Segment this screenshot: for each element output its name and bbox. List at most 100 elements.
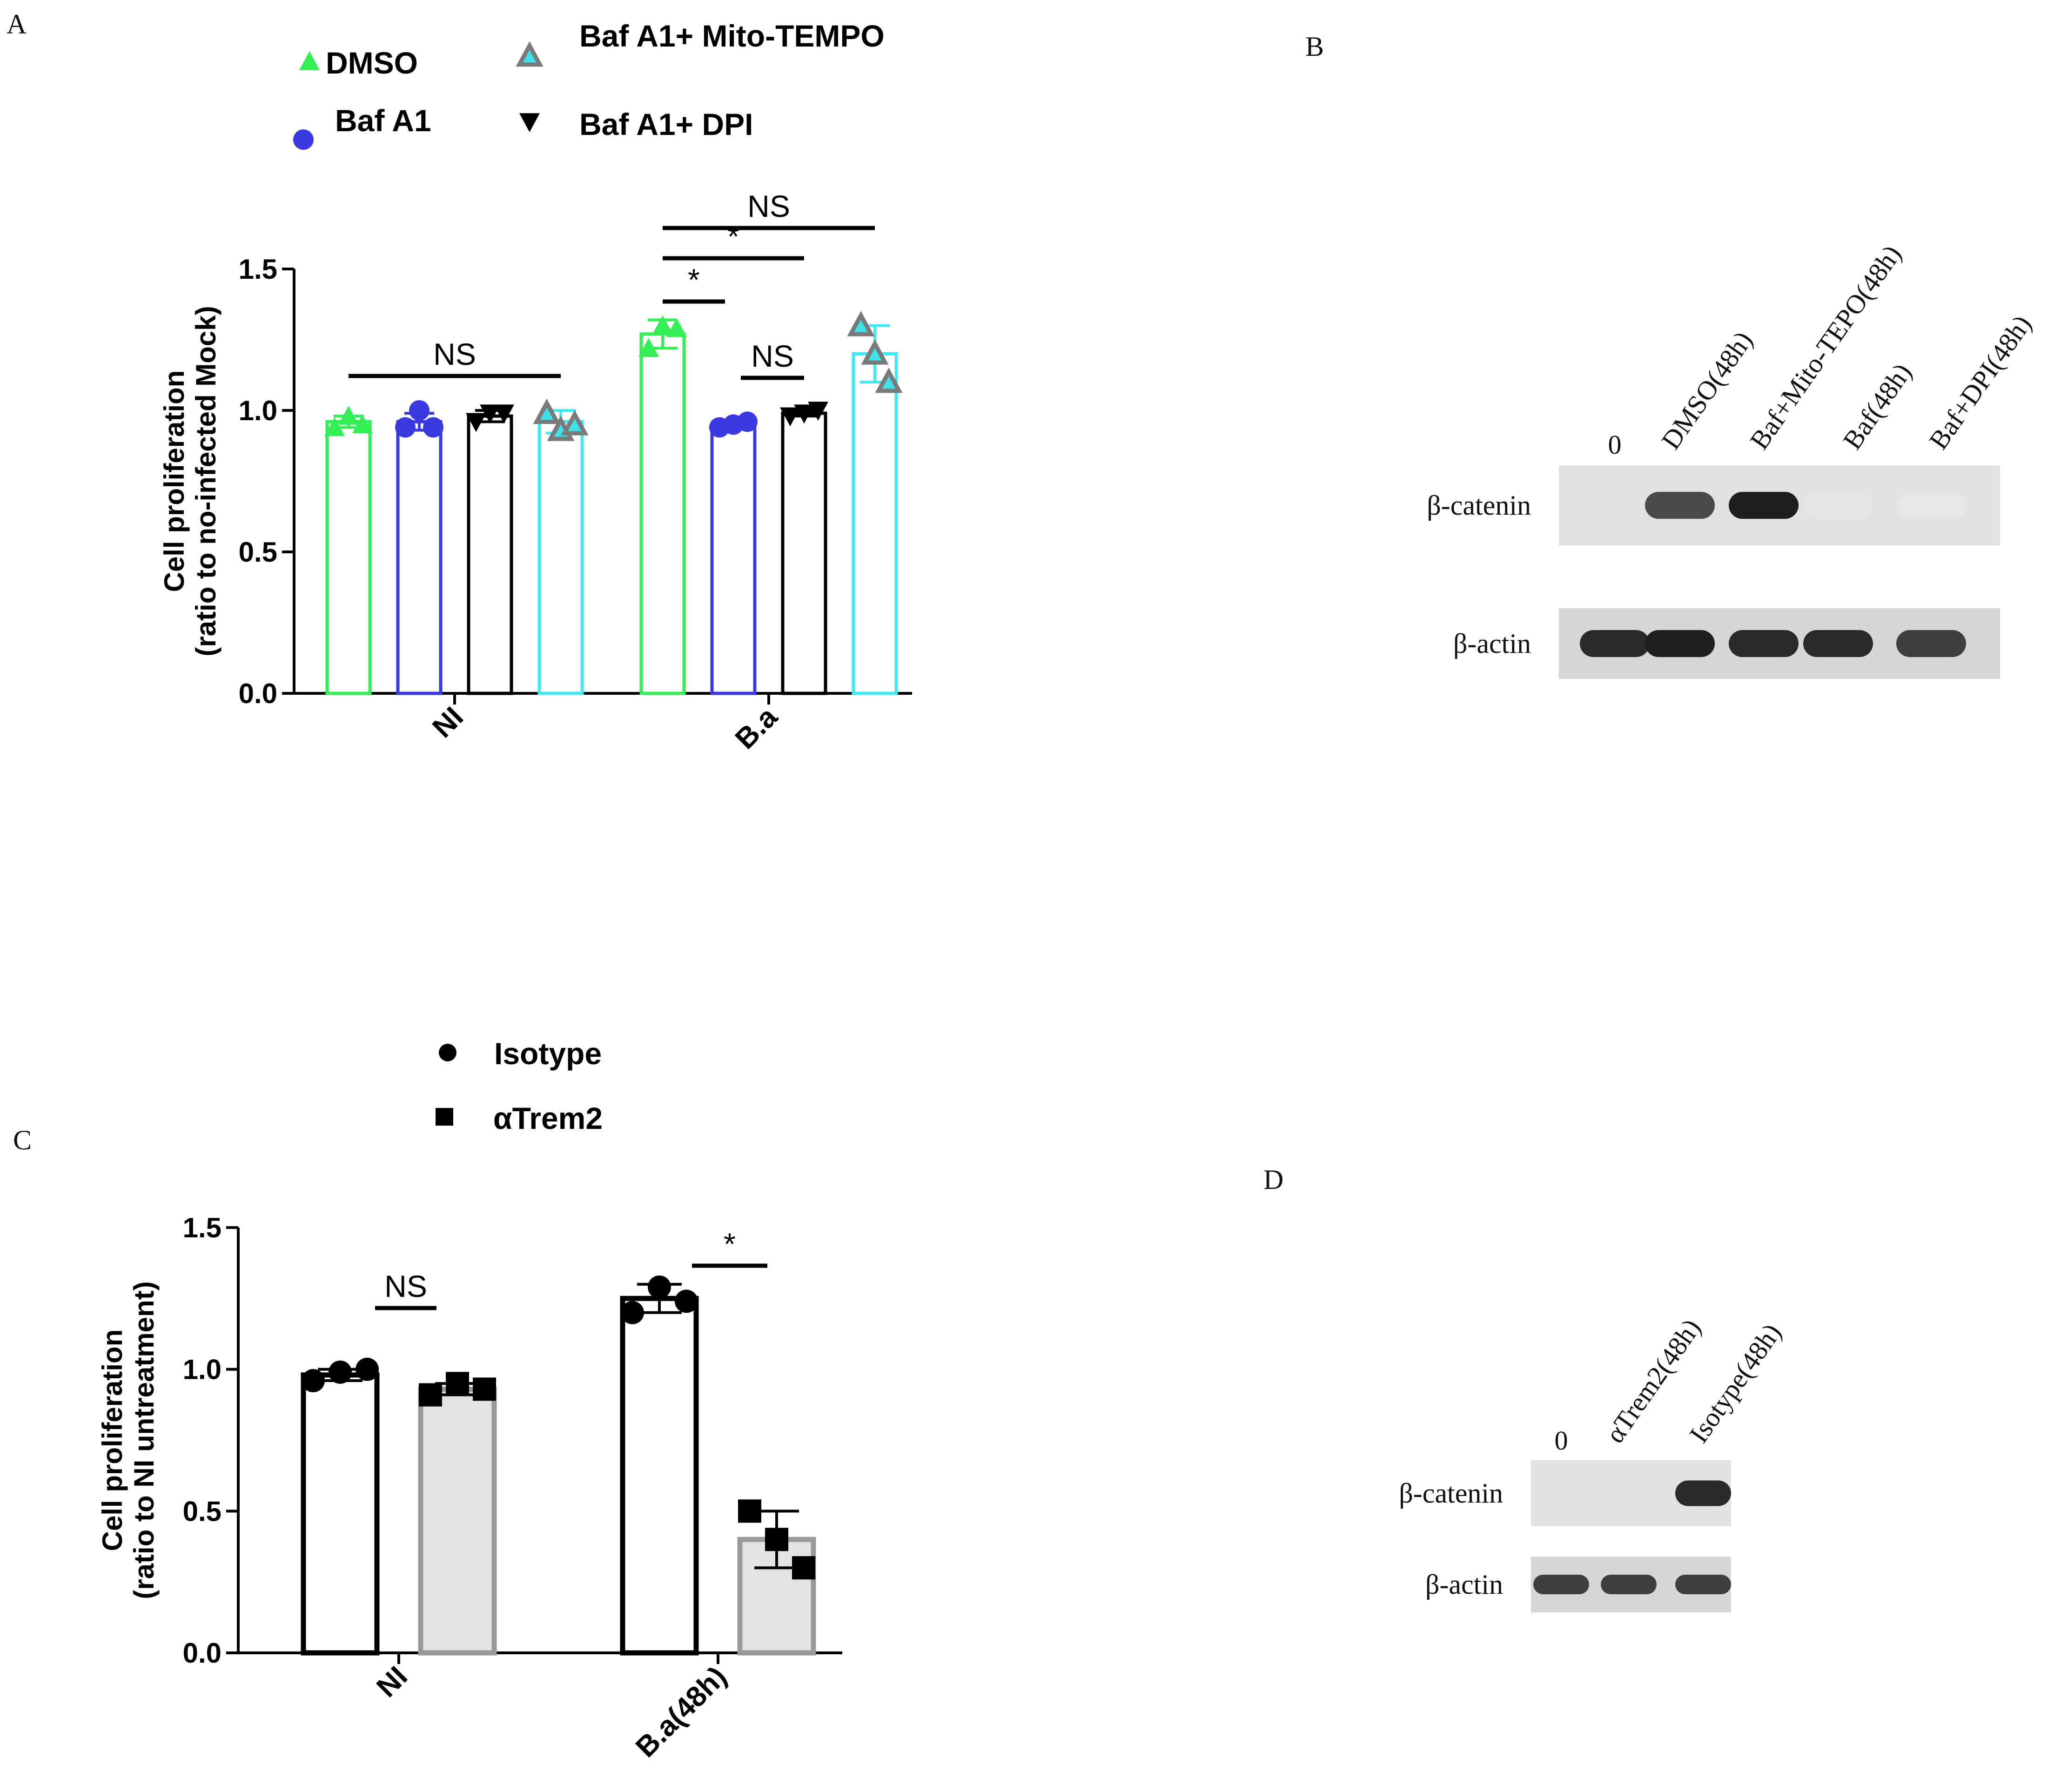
data-point-trem2-b-a-48h [738, 1499, 761, 1523]
data-point-dmso-b-a [666, 318, 687, 337]
panel-letter-b: B [1305, 31, 1324, 62]
data-point-trem2-ni [446, 1372, 469, 1396]
data-point-baf-a1-dpi-b-a [780, 407, 800, 427]
band-catenin-lane-2 [1675, 1480, 1731, 1506]
bar-dmso-b-a [639, 332, 686, 695]
data-point-isotype-b-a-48h [648, 1275, 671, 1299]
data-point-baf-a1-ni [423, 417, 443, 438]
blot-row-label-actin: β-actin [1425, 1569, 1503, 1600]
significance-label: * [727, 219, 739, 254]
y-axis-title-line: Cell proliferation [159, 370, 190, 592]
band-catenin-lane-1 [1645, 492, 1715, 519]
band-actin-lane-0 [1580, 630, 1650, 657]
significance-label: * [724, 1227, 736, 1261]
legend-label-baf-a1-dpi: Baf A1+ DPI [579, 107, 753, 141]
y-tick-label: 0.5 [239, 537, 277, 568]
y-tick-label: 0.0 [239, 678, 277, 709]
data-point-isotype-ni [356, 1357, 379, 1381]
legend-label-baf-a1: Baf A1 [335, 103, 431, 138]
data-point-baf-a1-mito-tempo-b-a [875, 367, 903, 393]
y-tick-label: 1.0 [239, 395, 277, 426]
significance-label: * [688, 262, 700, 297]
panel-letter-d: D [1263, 1164, 1283, 1195]
legend-label-trem2: αTrem2 [493, 1101, 603, 1135]
y-axis-title-line: (ratio to no-infected Mock) [190, 306, 222, 656]
data-point-baf-a1-b-a [737, 411, 758, 432]
bar-trem2-ni [418, 1386, 497, 1656]
chart-c: 0.0 0.5 1.0 1.5 Cell proliferation(ratio to … [97, 1036, 842, 1764]
data-point-baf-a1-dpi-ni [466, 413, 486, 432]
bar-dmso-ni [325, 420, 372, 695]
x-tick-label-ni: NI [370, 1660, 414, 1704]
significance-label: NS [747, 189, 790, 223]
data-point-baf-a1-dpi-b-a [808, 402, 828, 421]
data-point-trem2-ni [473, 1377, 496, 1401]
panel-letter-a: A [7, 9, 27, 40]
data-point-baf-a1-ni [395, 417, 416, 438]
blot-row-label-actin: β-actin [1453, 628, 1531, 659]
band-actin-lane-1 [1645, 630, 1715, 657]
band-actin-lane-4 [1896, 630, 1966, 657]
bar-baf-a1-dpi-b-a [781, 411, 827, 695]
chart-a: 0.0 0.5 1.0 1.5 Cell proliferation(ratio to … [159, 19, 912, 755]
data-point-dmso-ni [324, 417, 345, 436]
y-tick-label: 1.0 [183, 1354, 222, 1385]
bar-baf-a1-mito-tempo-b-a [852, 352, 898, 695]
x-tick-label-b-a: B.a [729, 701, 784, 755]
y-tick-label: 1.5 [183, 1212, 222, 1243]
legend-marker-trem2 [436, 1108, 453, 1126]
data-point-dmso-ni [338, 406, 359, 425]
legend-label-dmso: DMSO [326, 46, 418, 80]
band-catenin-lane-3 [1803, 492, 1873, 519]
bar-baf-a1-mito-tempo-ni [537, 420, 584, 695]
data-point-baf-a1-mito-tempo-b-a [847, 311, 875, 336]
data-point-isotype-b-a-48h [675, 1289, 698, 1313]
y-axis-title: Cell proliferation(ratio to no-infected … [159, 306, 222, 656]
band-actin-lane-2 [1729, 630, 1799, 657]
y-tick-label: 1.5 [239, 254, 277, 285]
band-actin-lane-0 [1533, 1575, 1589, 1594]
band-actin-lane-3 [1803, 630, 1873, 657]
data-point-trem2-ni [419, 1383, 442, 1407]
lane-label-0: 0 [1555, 1425, 1568, 1456]
significance-label: NS [751, 339, 794, 373]
data-point-isotype-ni [329, 1360, 352, 1384]
legend-label-baf-a1-mito-tempo: Baf A1+ Mito-TEMPO [579, 19, 885, 53]
data-point-baf-a1-dpi-ni [480, 404, 500, 424]
lane-label-dmso-48h: DMSO(48h) [1655, 326, 1758, 455]
significance-label: NS [384, 1269, 427, 1303]
blot-row-label-catenin: β-catenin [1399, 1478, 1503, 1509]
legend-marker-isotype [439, 1044, 457, 1061]
panel-letter-c: C [13, 1125, 32, 1155]
bar-isotype-b-a-48h [620, 1295, 699, 1656]
x-tick-label-b-a-48h: B.a(48h) [630, 1660, 733, 1764]
y-axis-title-line: Cell proliferation [97, 1329, 128, 1551]
legend-marker-baf-a1 [293, 129, 314, 150]
lane-label-baf-48h: Baf(48h) [1837, 358, 1917, 455]
data-point-isotype-b-a-48h [621, 1301, 644, 1324]
legend-marker-dmso [299, 51, 320, 70]
data-point-dmso-ni [352, 414, 373, 434]
bar-baf-a1-b-a [710, 423, 757, 695]
y-axis-title: Cell proliferation(ratio to NI untreatme… [97, 1281, 160, 1599]
blot-row-label-catenin: β-catenin [1427, 490, 1531, 521]
data-point-baf-a1-mito-tempo-ni [533, 398, 561, 424]
bar-isotype-ni [301, 1372, 380, 1656]
band-actin-lane-2 [1675, 1575, 1731, 1594]
y-tick-label: 0.5 [183, 1496, 222, 1527]
data-point-baf-a1-dpi-b-a [794, 404, 814, 424]
data-point-dmso-b-a [652, 315, 673, 335]
legend-label-isotype: Isotype [494, 1036, 602, 1071]
data-point-dmso-b-a [638, 338, 659, 357]
data-point-trem2-b-a-48h [792, 1556, 815, 1580]
legend-marker-baf-a1-dpi [519, 113, 540, 132]
y-axis-title-line: (ratio to NI untreatment) [128, 1281, 160, 1599]
bar-baf-a1-ni [396, 420, 443, 695]
western-blot-b: 0 DMSO(48h)Baf+Mito-TEPO(48h)Baf(48h) Baf+… [1427, 240, 2037, 679]
significance-label: NS [433, 337, 476, 371]
data-point-baf-a1-dpi-ni [494, 404, 514, 424]
legend-marker-baf-a1-mito-tempo [516, 41, 544, 67]
y-tick-label: 0.0 [183, 1638, 222, 1669]
